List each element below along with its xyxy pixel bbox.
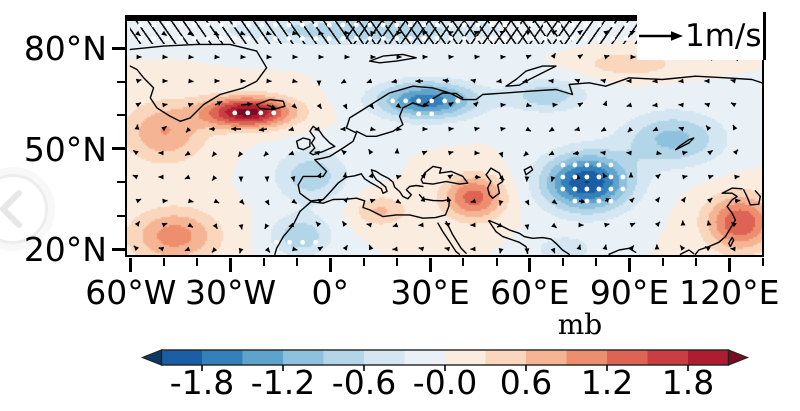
x-tick-label: 30°W: [185, 272, 277, 312]
quiver-key-label: 1m/s: [685, 17, 762, 54]
x-tick-label: 60°W: [85, 272, 177, 312]
x-major-tick: [229, 257, 233, 272]
x-minor-tick: [761, 257, 764, 266]
stippling-layer: [137, 22, 629, 245]
x-minor-tick: [296, 257, 299, 266]
x-minor-tick: [562, 257, 565, 266]
y-minor-tick: [117, 114, 125, 117]
x-minor-tick: [595, 257, 598, 266]
x-minor-tick: [362, 257, 365, 266]
x-major-tick: [328, 257, 332, 272]
chevron-left-icon: [0, 190, 22, 228]
colorbar-tick-label: -1.2: [250, 363, 316, 402]
x-major-tick: [129, 257, 133, 272]
colorbar-tick-label: -0.6: [331, 363, 397, 402]
x-tick-label: 30°E: [390, 272, 470, 312]
y-major-tick: [112, 46, 125, 50]
colorbar-tick-label: -0.0: [412, 363, 478, 402]
x-major-tick: [628, 257, 632, 272]
x-minor-tick: [661, 257, 664, 266]
reference-arrow-icon: [639, 31, 683, 41]
colorbar-tick-label: 1.2: [580, 363, 634, 402]
y-minor-tick: [117, 181, 125, 184]
coastlines: [129, 43, 762, 255]
colorbar-tick-label: 1.8: [661, 363, 715, 402]
y-major-tick: [112, 147, 125, 151]
x-minor-tick: [262, 257, 265, 266]
x-minor-tick: [695, 257, 697, 266]
y-tick-label: 80°N: [23, 29, 107, 69]
x-minor-tick: [196, 257, 199, 266]
x-minor-tick: [462, 257, 465, 266]
y-tick-label: 20°N: [23, 230, 107, 269]
quiver-key: 1m/s: [637, 12, 766, 60]
colorbar: [140, 349, 750, 371]
y-tick-label: 50°N: [23, 129, 107, 169]
y-major-tick: [112, 247, 125, 251]
x-major-tick: [528, 257, 532, 272]
x-major-tick: [727, 257, 731, 272]
x-minor-tick: [395, 257, 398, 266]
colorbar-title: mb: [557, 308, 603, 341]
x-tick-label: 0°: [311, 272, 350, 312]
x-tick-label: 120°E: [679, 272, 780, 312]
x-tick-label: 60°E: [490, 272, 570, 312]
x-tick-label: 90°E: [589, 272, 670, 312]
colorbar-tick-label: 0.6: [499, 363, 553, 402]
x-minor-tick: [495, 257, 498, 266]
y-minor-tick: [117, 80, 125, 83]
x-minor-tick: [163, 257, 166, 266]
x-major-tick: [428, 257, 432, 272]
y-minor-tick: [117, 214, 125, 217]
pressure-anomaly-field: [127, 21, 762, 255]
colorbar-tick-label: -1.8: [169, 363, 235, 402]
wind-vectors-layer: [132, 29, 741, 254]
